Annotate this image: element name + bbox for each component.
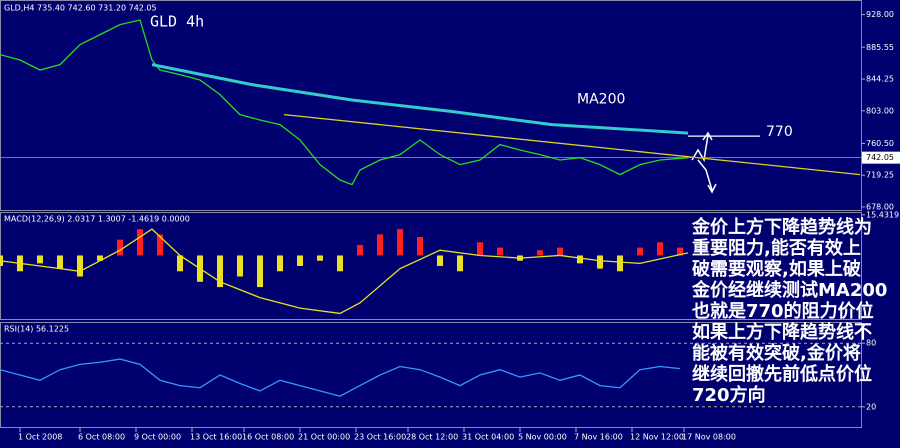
annotation-line: 能被有效突破,金价将 [692, 342, 861, 364]
histogram-bar [237, 255, 243, 277]
y-tick-label: 20 [866, 402, 876, 411]
histogram-bar [577, 255, 583, 264]
histogram-bar [137, 229, 143, 256]
last-price-box [862, 151, 900, 164]
x-tick-label: 31 Oct 04:00 [462, 433, 514, 442]
x-tick-label: 28 Oct 12:00 [406, 433, 458, 442]
y-tick-label: 760.50 [866, 139, 894, 148]
histogram-bar [477, 242, 483, 256]
annotation-line: 继续回撤先前低点价位 [692, 363, 872, 385]
y-tick-label: 885.55 [866, 43, 894, 52]
y-tick-label: 678.00 [866, 202, 894, 211]
series-label: MA200 [577, 92, 625, 108]
x-tick-label: 17 Nov 08:00 [682, 433, 736, 442]
histogram-bar [597, 255, 603, 269]
series-line [0, 19, 689, 186]
histogram-bar [557, 247, 563, 256]
arrows [691, 131, 717, 194]
histogram-bar [177, 255, 183, 272]
histogram-bar [157, 234, 163, 256]
y-tick-label: 80 [866, 339, 876, 348]
x-tick-label: 16 Oct 08:00 [242, 433, 294, 442]
annotation-line: 720方向 [692, 384, 766, 406]
x-tick-label: 9 Oct 00:00 [134, 433, 181, 442]
series-line [283, 113, 861, 176]
rsi-title: RSI(14) 56.1225 [4, 325, 69, 334]
header: GLD,H4 735.40 742.60 731.20 742.05 [4, 4, 157, 13]
histogram-bar [497, 247, 503, 256]
histogram-bar [37, 255, 43, 264]
histogram-bar [457, 255, 463, 272]
y-tick-label: 15.4319 [866, 210, 899, 219]
histogram-bar [617, 255, 623, 272]
histogram-bar [77, 255, 83, 277]
x-tick-label: 6 Oct 08:00 [78, 433, 125, 442]
histogram-bar [117, 239, 123, 256]
x-tick-label: 5 Nov 00:00 [518, 433, 567, 442]
chart-title: GLD 4h [150, 13, 204, 31]
histogram-bar [317, 255, 323, 261]
y-tick-label: 719.25 [866, 171, 894, 180]
annotation-line: 金价上方下降趋势线为 [691, 216, 872, 238]
x-tick-label: 12 Nov 12:00 [630, 433, 684, 442]
y-tick-label: 844.25 [866, 75, 894, 84]
histogram-bar [277, 255, 283, 272]
histogram-bar [337, 255, 343, 272]
annotation-line: 如果上方下降趋势线不 [692, 321, 872, 343]
histogram-bar [397, 229, 403, 256]
histogram-bar [437, 255, 443, 266]
last-price-label: 742.05 [866, 153, 894, 162]
histogram-bar [537, 250, 543, 256]
annotation-line: 重要阻力,能否有效上 [692, 237, 861, 259]
series-line [0, 358, 681, 397]
histogram-bar [637, 247, 643, 256]
histogram-bar [657, 242, 663, 256]
histogram-bar [57, 255, 63, 269]
histogram-bar [417, 237, 423, 256]
annotation-line: 也就是770的阻力价位 [692, 300, 874, 322]
histogram-bar [257, 255, 263, 288]
histogram-bar [677, 247, 683, 256]
annotation-line: 金价经继续测试MA200 [691, 279, 887, 301]
series-line [151, 63, 689, 135]
series-label: 770 [766, 124, 793, 140]
x-tick-label: 1 Oct 2008 [18, 433, 62, 442]
x-tick-label: 21 Oct 00:00 [298, 433, 350, 442]
annotation-line: 破需要观察,如果上破 [692, 258, 861, 280]
x-tick-label: 23 Oct 16:00 [354, 433, 406, 442]
macd-title: MACD(12,26,9) 2.0317 1.3007 -1.4619 0.00… [4, 215, 190, 224]
x-tick-label: 7 Nov 16:00 [574, 433, 623, 442]
y-tick-label: 803.00 [866, 106, 894, 115]
y-tick-label: 928.00 [866, 10, 894, 19]
x-tick-label: 13 Oct 16:00 [190, 433, 242, 442]
histogram-bar [297, 255, 303, 266]
series-line [0, 228, 689, 315]
histogram-bar [377, 234, 383, 256]
histogram-bar [217, 255, 223, 288]
histogram-bar [357, 244, 363, 256]
histogram-bar [97, 255, 103, 261]
